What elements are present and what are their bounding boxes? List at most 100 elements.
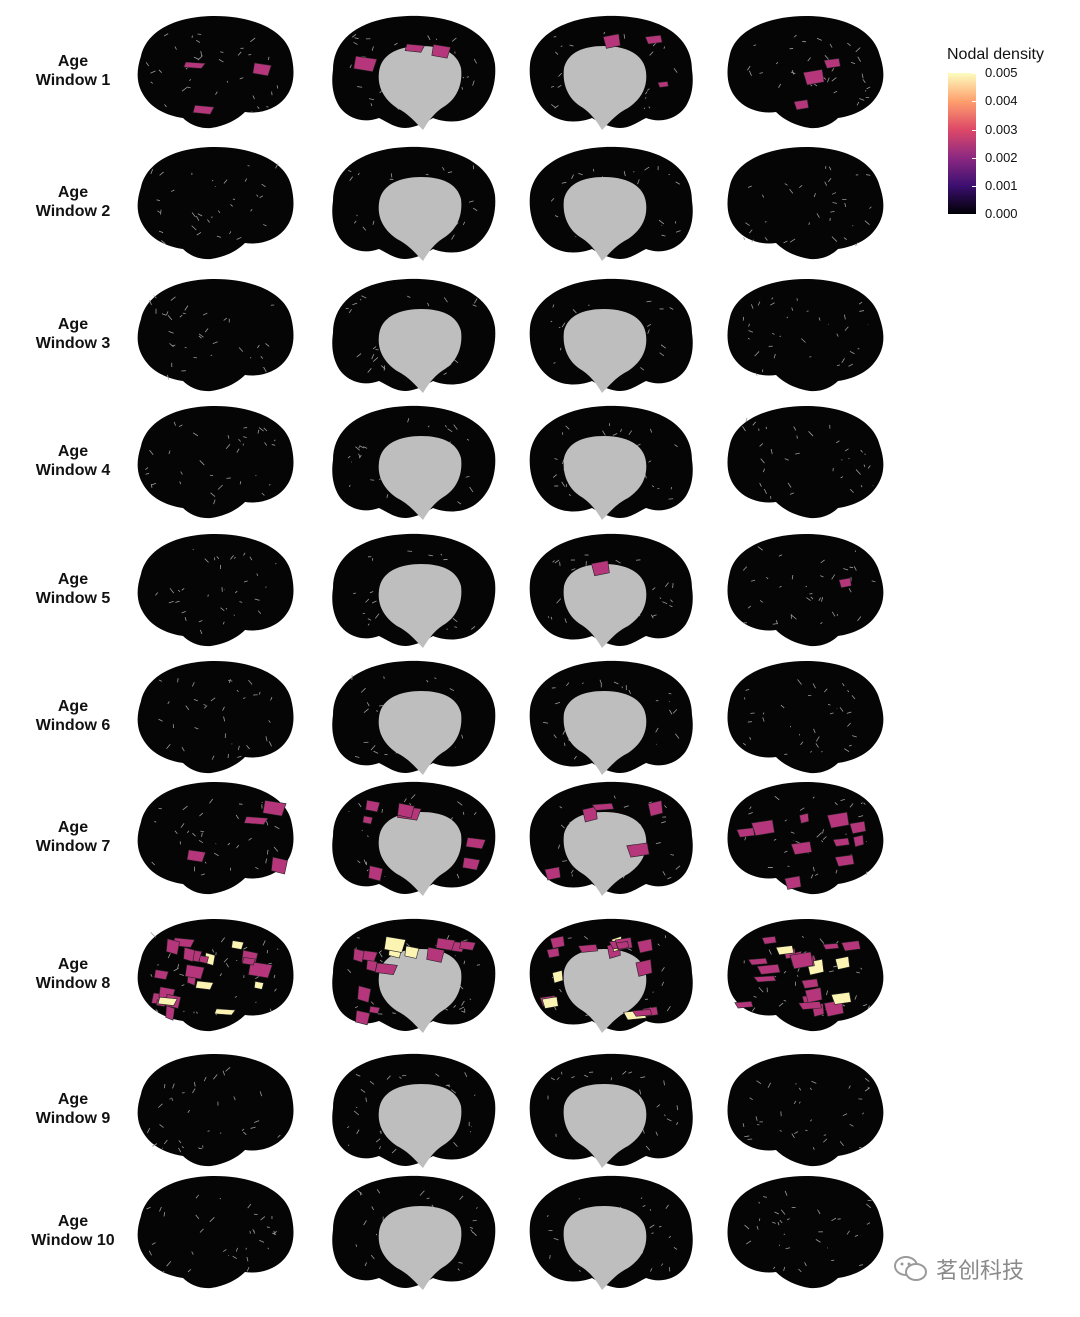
- parcel-boundary: [644, 166, 650, 171]
- parcel-boundary: [555, 51, 559, 55]
- parcel-boundary: [642, 1205, 646, 1207]
- parcel-boundary: [171, 1097, 174, 1101]
- parcel-boundary: [759, 72, 763, 74]
- parcel-boundary: [157, 1103, 163, 1108]
- parcel-boundary: [193, 698, 198, 702]
- parcel-boundary: [370, 745, 376, 751]
- parcel-boundary: [809, 1087, 812, 1091]
- parcel-boundary: [550, 616, 553, 620]
- parcel-boundary: [376, 1189, 381, 1194]
- parcel-boundary: [371, 353, 375, 360]
- parcel-boundary: [357, 172, 360, 176]
- parcel-boundary: [743, 237, 746, 241]
- parcel-boundary: [150, 81, 154, 84]
- parcel-boundary: [655, 1131, 658, 1136]
- parcel-boundary: [623, 805, 629, 808]
- cortex-surface: [727, 661, 884, 774]
- parcel-boundary: [560, 45, 563, 47]
- legend-tick-mark: [972, 101, 977, 102]
- parcel-boundary: [146, 1206, 151, 1210]
- parcel-boundary: [666, 1005, 671, 1012]
- parcel-boundary: [162, 1270, 165, 1274]
- parcel-boundary: [355, 1244, 358, 1247]
- legend-tick-label: 0.005: [985, 65, 1018, 80]
- parcel-boundary: [222, 1070, 225, 1076]
- parcel-boundary: [841, 358, 845, 364]
- parcel-boundary: [553, 1237, 559, 1241]
- parcel-boundary: [266, 1226, 270, 1229]
- cortex-surface: [727, 1054, 884, 1167]
- brain-medial-left: [332, 781, 496, 896]
- parcel-boundary: [798, 184, 803, 188]
- density-parcel: [775, 945, 795, 956]
- parcel-boundary: [442, 166, 445, 171]
- cortex-surface: [137, 279, 294, 392]
- parcel-boundary: [756, 1080, 762, 1084]
- parcel-boundary: [570, 869, 574, 874]
- parcel-boundary: [610, 1077, 613, 1081]
- parcel-boundary: [793, 1100, 797, 1105]
- parcel-boundary: [178, 424, 183, 427]
- parcel-boundary: [811, 1080, 817, 1084]
- parcel-boundary: [784, 183, 788, 186]
- parcel-boundary: [646, 300, 652, 303]
- parcel-boundary: [656, 1104, 661, 1108]
- brain-lateral-right: [727, 1054, 884, 1167]
- parcel-boundary: [651, 485, 655, 488]
- parcel-boundary: [778, 554, 783, 557]
- brain-lateral-right: [727, 279, 884, 392]
- parcel-boundary: [804, 1262, 807, 1267]
- parcel-boundary: [419, 1190, 425, 1196]
- parcel-boundary: [394, 42, 398, 46]
- parcel-boundary: [557, 84, 562, 88]
- parcel-boundary: [470, 1229, 474, 1233]
- parcel-boundary: [197, 55, 203, 61]
- row-label-line1: Age: [57, 1091, 89, 1108]
- parcel-boundary: [850, 62, 856, 65]
- parcel-boundary: [755, 372, 758, 376]
- parcel-boundary: [829, 712, 834, 715]
- parcel-boundary: [847, 690, 850, 693]
- parcel-boundary: [765, 426, 768, 430]
- parcel-boundary: [560, 824, 565, 829]
- parcel-boundary: [826, 990, 829, 996]
- density-parcel: [647, 800, 664, 817]
- parcel-boundary: [269, 1008, 272, 1012]
- parcel-boundary: [815, 736, 820, 742]
- parcel-boundary: [864, 1087, 871, 1092]
- parcel-boundary: [552, 304, 555, 308]
- parcel-boundary: [553, 36, 557, 38]
- parcel-boundary: [233, 1096, 236, 1101]
- parcel-boundary: [853, 566, 857, 571]
- parcel-boundary: [783, 1233, 786, 1236]
- parcel-boundary: [817, 1209, 821, 1215]
- parcel-boundary: [558, 72, 562, 77]
- parcel-boundary: [844, 202, 847, 208]
- parcel-boundary: [375, 1138, 381, 1143]
- parcel-boundary: [228, 679, 231, 684]
- parcel-boundary: [373, 750, 379, 754]
- parcel-boundary: [752, 421, 757, 426]
- parcel-boundary: [263, 224, 267, 227]
- parcel-boundary: [461, 87, 464, 90]
- parcel-boundary: [758, 987, 764, 993]
- parcel-boundary: [363, 446, 368, 449]
- parcel-boundary: [237, 51, 242, 56]
- parcel-boundary: [376, 710, 379, 712]
- parcel-boundary: [745, 688, 750, 691]
- parcel-boundary: [762, 717, 765, 722]
- density-parcel: [823, 58, 841, 69]
- parcel-boundary: [354, 755, 360, 758]
- parcel-boundary: [673, 67, 678, 73]
- parcel-boundary: [472, 207, 478, 212]
- parcel-boundary: [192, 832, 196, 837]
- parcel-boundary: [779, 585, 782, 588]
- parcel-boundary: [449, 441, 451, 443]
- parcel-boundary: [472, 80, 475, 86]
- cortex-surface: [137, 406, 294, 519]
- row-label: Age Window 7: [18, 818, 128, 856]
- brain-lateral-left: [137, 279, 294, 392]
- row-label-line2: Window 8: [35, 975, 111, 992]
- parcel-boundary: [828, 166, 832, 171]
- parcel-boundary: [239, 601, 243, 603]
